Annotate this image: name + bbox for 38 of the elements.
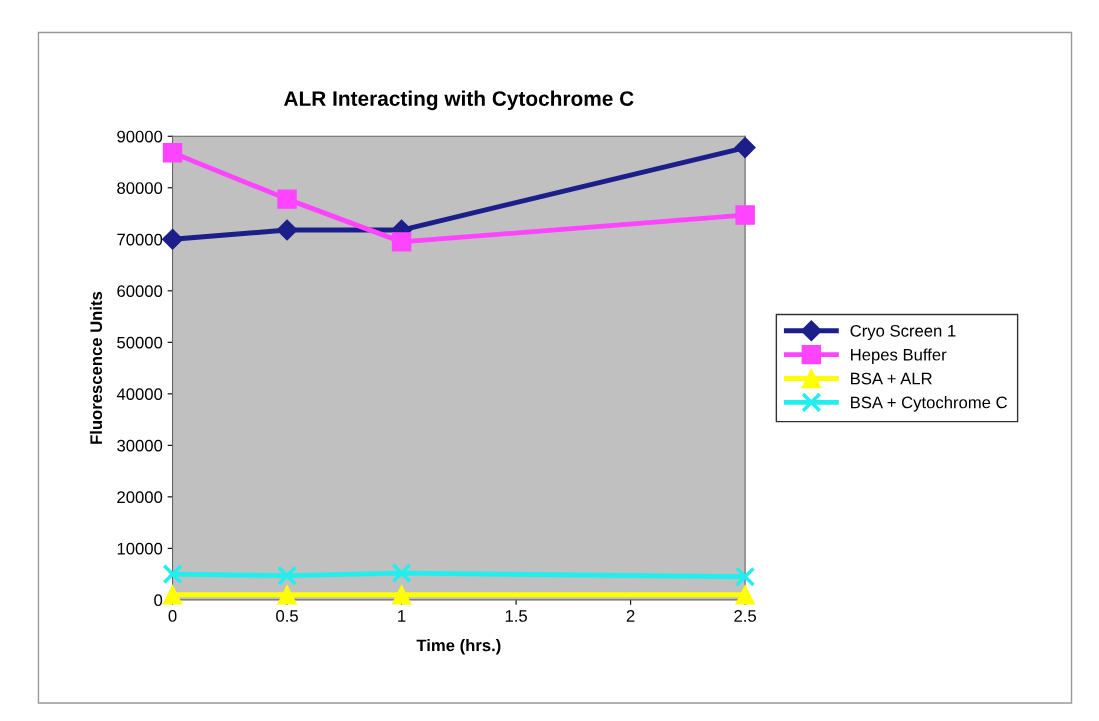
y-tick-label: 90000 <box>117 130 163 143</box>
x-axis-title: Time (hrs.) <box>416 639 501 655</box>
point <box>391 584 412 605</box>
y-tick-label: 30000 <box>117 439 163 452</box>
point <box>277 584 297 605</box>
point <box>162 228 184 250</box>
chart-title: ALR Interacting with Cytochrome C <box>284 90 634 111</box>
x-tick-label: 1.5 <box>505 610 527 622</box>
point <box>391 563 412 584</box>
point <box>276 219 298 241</box>
point <box>734 137 756 159</box>
legend-label: BSA + ALR <box>851 372 932 385</box>
point <box>276 565 298 586</box>
x-tick-label: 1 <box>398 610 406 622</box>
y-tick-label: 70000 <box>117 233 163 246</box>
y-tick-label: 40000 <box>116 388 163 401</box>
y-tick-label: 60000 <box>117 285 163 298</box>
y-tick-label: 10000 <box>117 542 163 555</box>
point <box>735 205 755 225</box>
point <box>162 564 183 585</box>
y-tick-label: 50000 <box>117 336 163 349</box>
legend-label: Hepes Buffer <box>851 348 947 364</box>
y-tick-label: 80000 <box>117 182 163 194</box>
x-tick-label: 0.5 <box>276 610 298 622</box>
point <box>162 584 183 605</box>
x-tick-label: 0 <box>168 610 177 622</box>
y-tick-label: 0 <box>154 594 163 607</box>
point <box>391 232 412 252</box>
point <box>735 584 755 605</box>
legend-label: BSA + Cytochrome C <box>851 396 1007 412</box>
point <box>162 143 183 163</box>
x-tick-label: 2.5 <box>734 610 757 622</box>
y-axis-title: Fluorescence Units <box>89 291 103 444</box>
point <box>277 189 297 209</box>
x-tick-label: 2 <box>626 610 635 622</box>
point <box>735 566 756 587</box>
y-tick-label: 20000 <box>117 491 163 504</box>
legend-label: Cryo Screen 1 <box>850 324 956 341</box>
